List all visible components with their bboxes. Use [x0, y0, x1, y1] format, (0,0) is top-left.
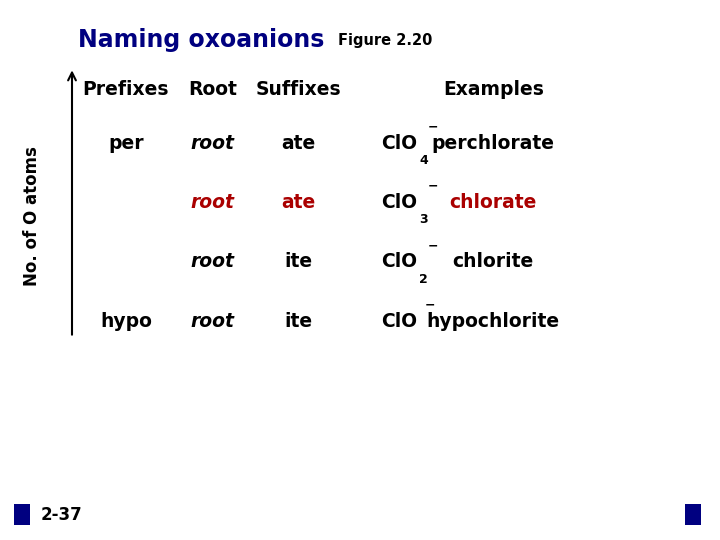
Text: chlorate: chlorate	[449, 193, 537, 212]
Text: hypo: hypo	[100, 312, 152, 331]
Bar	[685, 504, 701, 525]
Text: 3: 3	[419, 213, 428, 226]
Text: ite: ite	[284, 312, 313, 331]
Text: Prefixes: Prefixes	[83, 79, 169, 99]
Text: Naming oxoanions: Naming oxoanions	[78, 29, 325, 52]
Text: root: root	[190, 133, 235, 153]
Text: ate: ate	[282, 193, 316, 212]
Text: hypochlorite: hypochlorite	[427, 312, 559, 331]
Bar	[14, 504, 30, 525]
Text: −: −	[428, 239, 438, 252]
Text: ClO: ClO	[382, 193, 418, 212]
Text: ClO: ClO	[382, 133, 418, 153]
Text: ate: ate	[282, 133, 316, 153]
Text: root: root	[190, 252, 235, 272]
Text: Examples: Examples	[443, 79, 544, 99]
Text: Suffixes: Suffixes	[256, 79, 341, 99]
Text: perchlorate: perchlorate	[432, 133, 554, 153]
Text: 4: 4	[419, 154, 428, 167]
Text: ClO: ClO	[382, 252, 418, 272]
Text: 2: 2	[419, 273, 428, 286]
Text: −: −	[425, 299, 436, 312]
Text: ite: ite	[284, 252, 313, 272]
Text: −: −	[428, 120, 438, 133]
Text: per: per	[108, 133, 144, 153]
Text: Figure 2.20: Figure 2.20	[338, 33, 433, 48]
Text: ClO: ClO	[382, 312, 418, 331]
Text: −: −	[428, 180, 438, 193]
Text: root: root	[190, 193, 235, 212]
Text: chlorite: chlorite	[453, 252, 534, 272]
Text: root: root	[190, 312, 235, 331]
Text: 2-37: 2-37	[41, 505, 83, 524]
Text: No. of O atoms: No. of O atoms	[23, 146, 42, 286]
Text: Root: Root	[188, 79, 237, 99]
